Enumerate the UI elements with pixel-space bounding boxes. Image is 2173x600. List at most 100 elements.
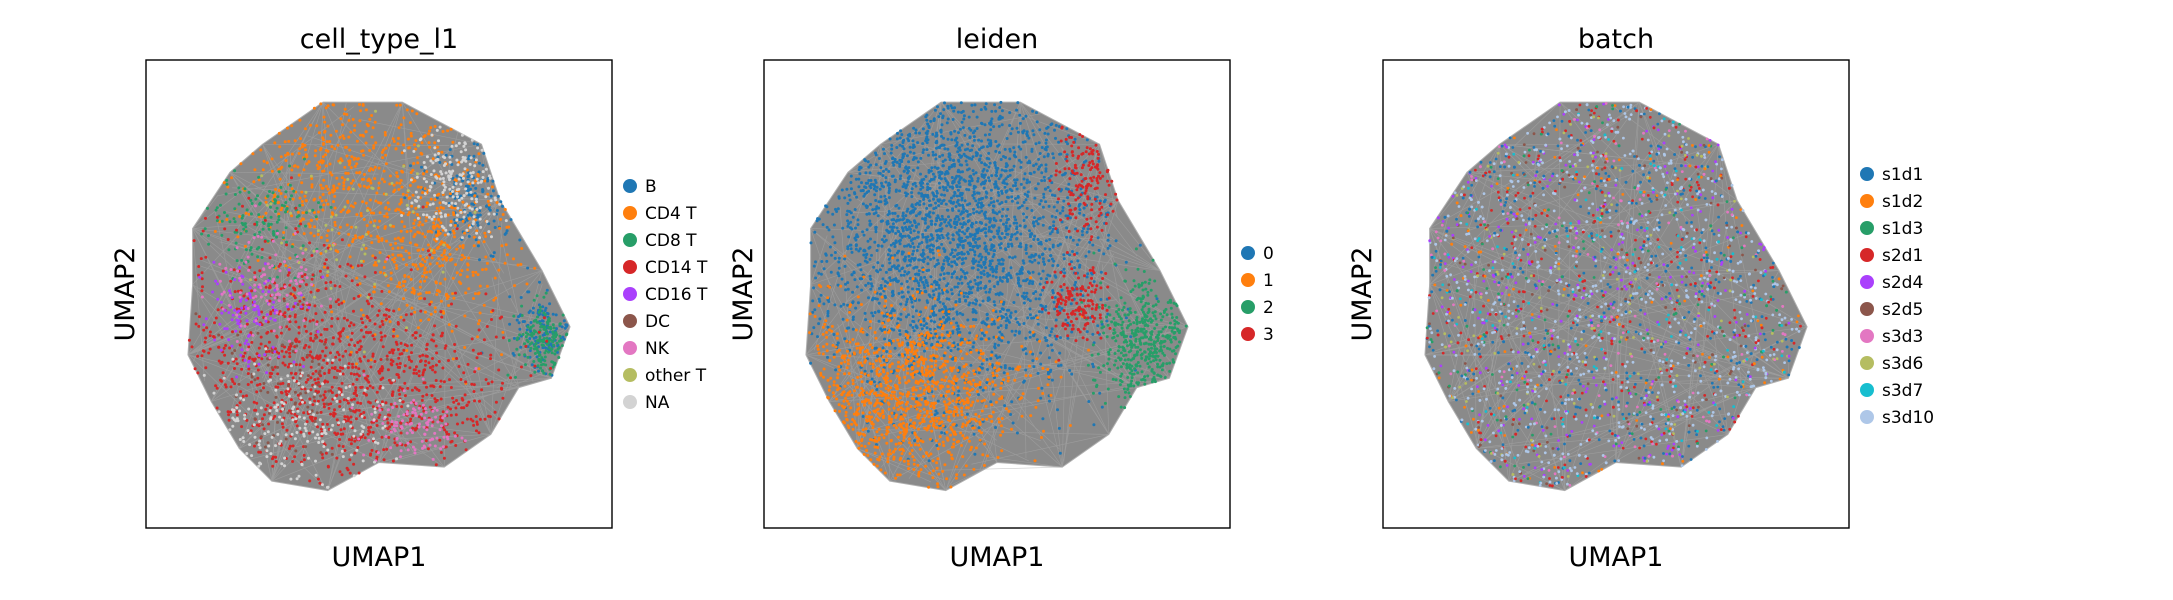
point-CD14-T [351,362,354,366]
point-0 [912,249,915,253]
point-CD14-T [417,374,421,378]
point-NK [413,448,417,452]
point-NA [376,400,379,404]
point-CD4-T [284,195,287,199]
point-CD4-T [435,293,439,296]
point-CD4-T [346,171,350,175]
point-other-T [359,259,363,263]
point-0 [990,322,994,326]
point-0 [875,388,879,391]
point-B [487,207,491,211]
point-CD14-T [297,325,301,329]
point-NA [474,197,478,201]
point-CD14-T [201,349,205,353]
point-NK [253,283,257,287]
point-CD4-T [383,214,386,218]
point-CD14-T [269,312,273,316]
point-DC [298,368,302,372]
point-CD16-T [227,338,231,342]
point-CD4-T [322,265,326,269]
point-CD14-T [429,366,432,370]
point-CD14-T [213,321,216,325]
point-CD4-T [373,177,377,181]
point-CD8-T [512,314,516,318]
point-CD4-T [315,217,319,221]
point-NA [303,426,307,430]
point-B [459,194,463,198]
point-NK [417,422,421,426]
point-0 [931,132,935,136]
point-DC [282,299,286,303]
point-CD8-T [543,359,547,363]
point-CD14-T [438,418,442,422]
point-CD14-T [345,466,349,470]
point-CD4-T [433,198,437,202]
point-NA [242,440,246,443]
point-CD14-T [462,371,466,375]
point-CD14-T [364,325,368,329]
point-0 [959,268,963,272]
point-CD8-T [303,157,306,161]
point-NA [335,399,339,403]
point-0 [1058,351,1062,355]
point-CD4-T [454,263,458,267]
point-NA [475,231,479,235]
point-CD14-T [396,321,400,324]
point-CD14-T [289,398,293,402]
point-CD14-T [501,336,505,340]
point-CD14-T [311,339,315,343]
point-CD4-T [416,326,420,330]
point-0 [1019,242,1022,246]
point-CD14-T [271,457,274,461]
point-CD14-T [424,359,428,363]
point-0 [1028,313,1032,317]
point-CD4-T [328,191,332,195]
point-CD8-T [551,335,555,339]
point-NA [456,163,460,167]
point-0 [924,228,928,232]
point-0 [925,240,929,244]
point-0 [822,267,826,271]
point-0 [1046,132,1050,136]
point-0 [897,353,901,357]
point-CD4-T [451,140,455,144]
point-0 [1028,171,1032,175]
point-0 [989,400,993,404]
point-NA [243,413,247,417]
point-CD4-T [309,123,313,127]
point-other-T [304,190,308,194]
point-0 [926,301,930,304]
point-0 [1040,179,1044,183]
point-0 [923,286,926,289]
point-0 [914,214,918,218]
point-CD14-T [404,328,408,332]
point-0 [888,137,892,141]
point-CD14-T [348,353,352,357]
point-CD14-T [294,420,298,424]
point-CD8-T [282,204,286,208]
point-CD8-T [288,164,292,168]
point-0 [827,300,831,303]
point-CD4-T [408,121,412,125]
point-CD4-T [270,157,274,161]
point-CD14-T [484,378,488,382]
point-CD4-T [335,176,339,180]
point-CD4-T [424,205,428,209]
point-CD4-T [278,177,282,181]
point-NA [235,393,238,397]
point-CD8-T [257,213,261,217]
point-CD14-T [427,361,431,365]
point-CD14-T [380,319,384,323]
point-CD4-T [407,251,411,255]
point-CD4-T [332,103,336,107]
point-CD4-T [397,282,401,286]
point-NK [283,260,286,264]
point-CD14-T [245,394,248,398]
point-0 [1003,236,1007,239]
point-CD14-T [449,413,453,417]
point-CD14-T [441,366,445,370]
point-CD4-T [301,203,305,207]
point-CD14-T [335,393,339,397]
point-CD8-T [241,214,245,218]
point-NA [439,170,443,174]
